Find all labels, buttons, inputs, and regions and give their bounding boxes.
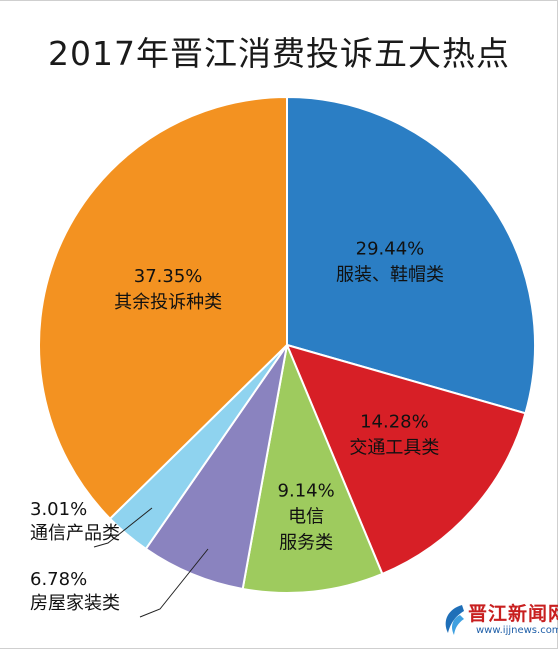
- slice-name-label-5: 其余投诉种类: [114, 292, 222, 313]
- pie-slice-3: [144, 344, 288, 591]
- pie-slice-1: [285, 343, 527, 576]
- slice-name-label-4: 通信产品类: [30, 523, 120, 544]
- slice-percent-label-2: 9.14%: [278, 481, 335, 502]
- logo-name: 晋江新闻网: [468, 603, 558, 625]
- pie-slice-5: [38, 95, 288, 521]
- pie-slice-2: [241, 341, 384, 594]
- slice-percent-label-0: 29.44%: [356, 238, 425, 259]
- slice-name-label-0: 服装、鞋帽类: [336, 264, 444, 285]
- logo-url: www.ijjnews.com: [476, 625, 558, 636]
- slice-name-label-2: 服务类: [279, 533, 333, 554]
- logo-swirl-icon: [445, 605, 464, 635]
- chart-title: 2017年晋江消费投诉五大热点: [48, 34, 510, 73]
- slice-percent-label-5: 37.35%: [134, 266, 203, 287]
- slice-name-label-3: 房屋家装类: [30, 593, 120, 614]
- slice-name-label-2: 电信: [288, 507, 324, 528]
- slice-percent-label-1: 14.28%: [360, 412, 429, 433]
- leader-line-4: [93, 507, 153, 548]
- slice-name-label-1: 交通工具类: [349, 438, 439, 459]
- leader-line-3: [139, 548, 209, 618]
- site-logo: 晋江新闻网 www.ijjnews.com: [440, 597, 558, 643]
- pie-slice-0: [286, 95, 536, 415]
- slice-percent-label-4: 3.01%: [30, 499, 87, 520]
- slice-percent-label-3: 6.78%: [30, 569, 87, 590]
